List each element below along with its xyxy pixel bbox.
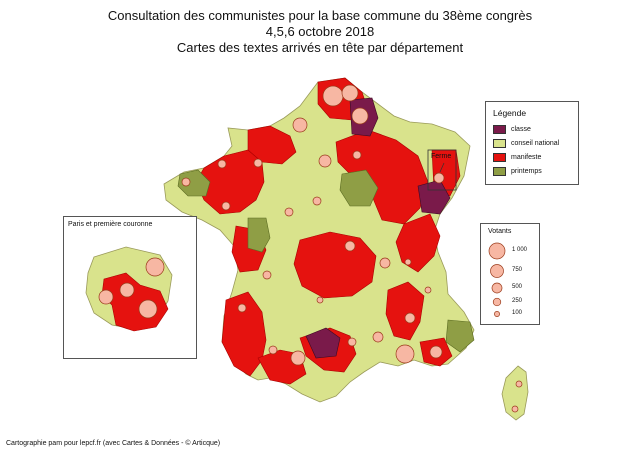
region-manifeste-centre (293, 231, 377, 299)
voter-circle (322, 85, 344, 107)
voter-circle (347, 337, 357, 347)
votants-circle-1000 (488, 242, 506, 260)
voter-circle (352, 150, 362, 160)
voter-circle (217, 159, 227, 169)
legend-label: conseil national (511, 139, 560, 147)
voter-circle (312, 196, 322, 206)
voter-circle (511, 405, 519, 413)
voter-circle (262, 270, 272, 280)
voter-circle (515, 380, 523, 388)
legend-label: classe (511, 125, 531, 133)
voter-circle (379, 257, 391, 269)
region-classe-sud (305, 327, 341, 359)
region-printemps-alpes (445, 319, 475, 353)
voter-circle (290, 350, 306, 366)
inset-title: Paris et première couronne (68, 221, 153, 228)
voter-circle (119, 282, 135, 298)
votants-label: 500 (512, 284, 523, 290)
voter-circle (429, 345, 443, 359)
voter-circle (341, 84, 359, 102)
voter-circle (433, 172, 445, 184)
voter-circle (292, 117, 308, 133)
votants-label: 100 (512, 310, 523, 316)
voter-circle (237, 303, 247, 313)
voter-circle (98, 289, 114, 305)
votants-label: 750 (512, 267, 523, 273)
inset-paris-box: Paris et première couronne (63, 216, 197, 359)
legend-label: manifeste (511, 153, 542, 161)
voter-circle (268, 345, 278, 355)
voter-circle (351, 107, 369, 125)
region-printemps-ouest (177, 169, 211, 197)
legend-swatch (493, 138, 506, 148)
voter-circle (145, 257, 165, 277)
voter-circles (181, 84, 523, 413)
votants-circle-250 (492, 297, 502, 307)
map-date: 4,5,6 octobre 2018 (265, 24, 375, 39)
legend-title: Légende (493, 108, 527, 118)
voter-circle (181, 177, 191, 187)
ferme-annotation-box (427, 149, 457, 191)
region-manifeste-provence (385, 281, 425, 341)
legend-item-manifeste: manifeste (493, 152, 541, 162)
legend-box: Légende classe conseil national manifest… (485, 101, 579, 185)
voter-circle (253, 158, 263, 168)
map-title: Consultation des communistes pour la bas… (107, 8, 533, 23)
inset-paris-map (85, 246, 173, 332)
region-manifeste-normandie (247, 125, 297, 165)
region-manifeste-rhone (395, 213, 441, 273)
votants-circle-100 (494, 311, 500, 317)
voter-circle (404, 312, 416, 324)
votants-title: Votants (488, 228, 512, 235)
votants-label: 250 (512, 298, 523, 304)
votants-label: 1 000 (512, 247, 528, 253)
region-printemps-loire (247, 217, 271, 253)
voter-circle (138, 299, 158, 319)
voter-circle (372, 331, 384, 343)
credit-text: Cartographie pam pour lepcf.fr (avec Car… (6, 440, 221, 447)
corse-outline (501, 365, 529, 421)
legend-item-printemps: printemps (493, 166, 542, 176)
voter-circle (221, 201, 231, 211)
voter-circle (344, 240, 356, 252)
votants-circle-500 (491, 282, 503, 294)
legend-label: printemps (511, 167, 542, 175)
map-subtitle: Cartes des textes arrivés en tête par dé… (176, 40, 464, 55)
legend-item-conseil-national: conseil national (493, 138, 559, 148)
voter-circle (284, 207, 294, 217)
voter-circle (424, 286, 432, 294)
votants-legend-box: Votants 1 000 750 500 250 100 (480, 223, 540, 325)
votants-circles (488, 242, 506, 317)
ferme-label: Ferme (431, 153, 452, 160)
legend-swatch (493, 152, 506, 162)
legend-item-classe: classe (493, 124, 531, 134)
legend-swatch (493, 166, 506, 176)
votants-circle-750 (490, 264, 504, 278)
legend-swatch (493, 124, 506, 134)
voter-circle (316, 296, 324, 304)
voter-circle (318, 154, 332, 168)
region-printemps-centre (339, 169, 379, 207)
voter-circle (395, 344, 415, 364)
voter-circle (404, 258, 412, 266)
